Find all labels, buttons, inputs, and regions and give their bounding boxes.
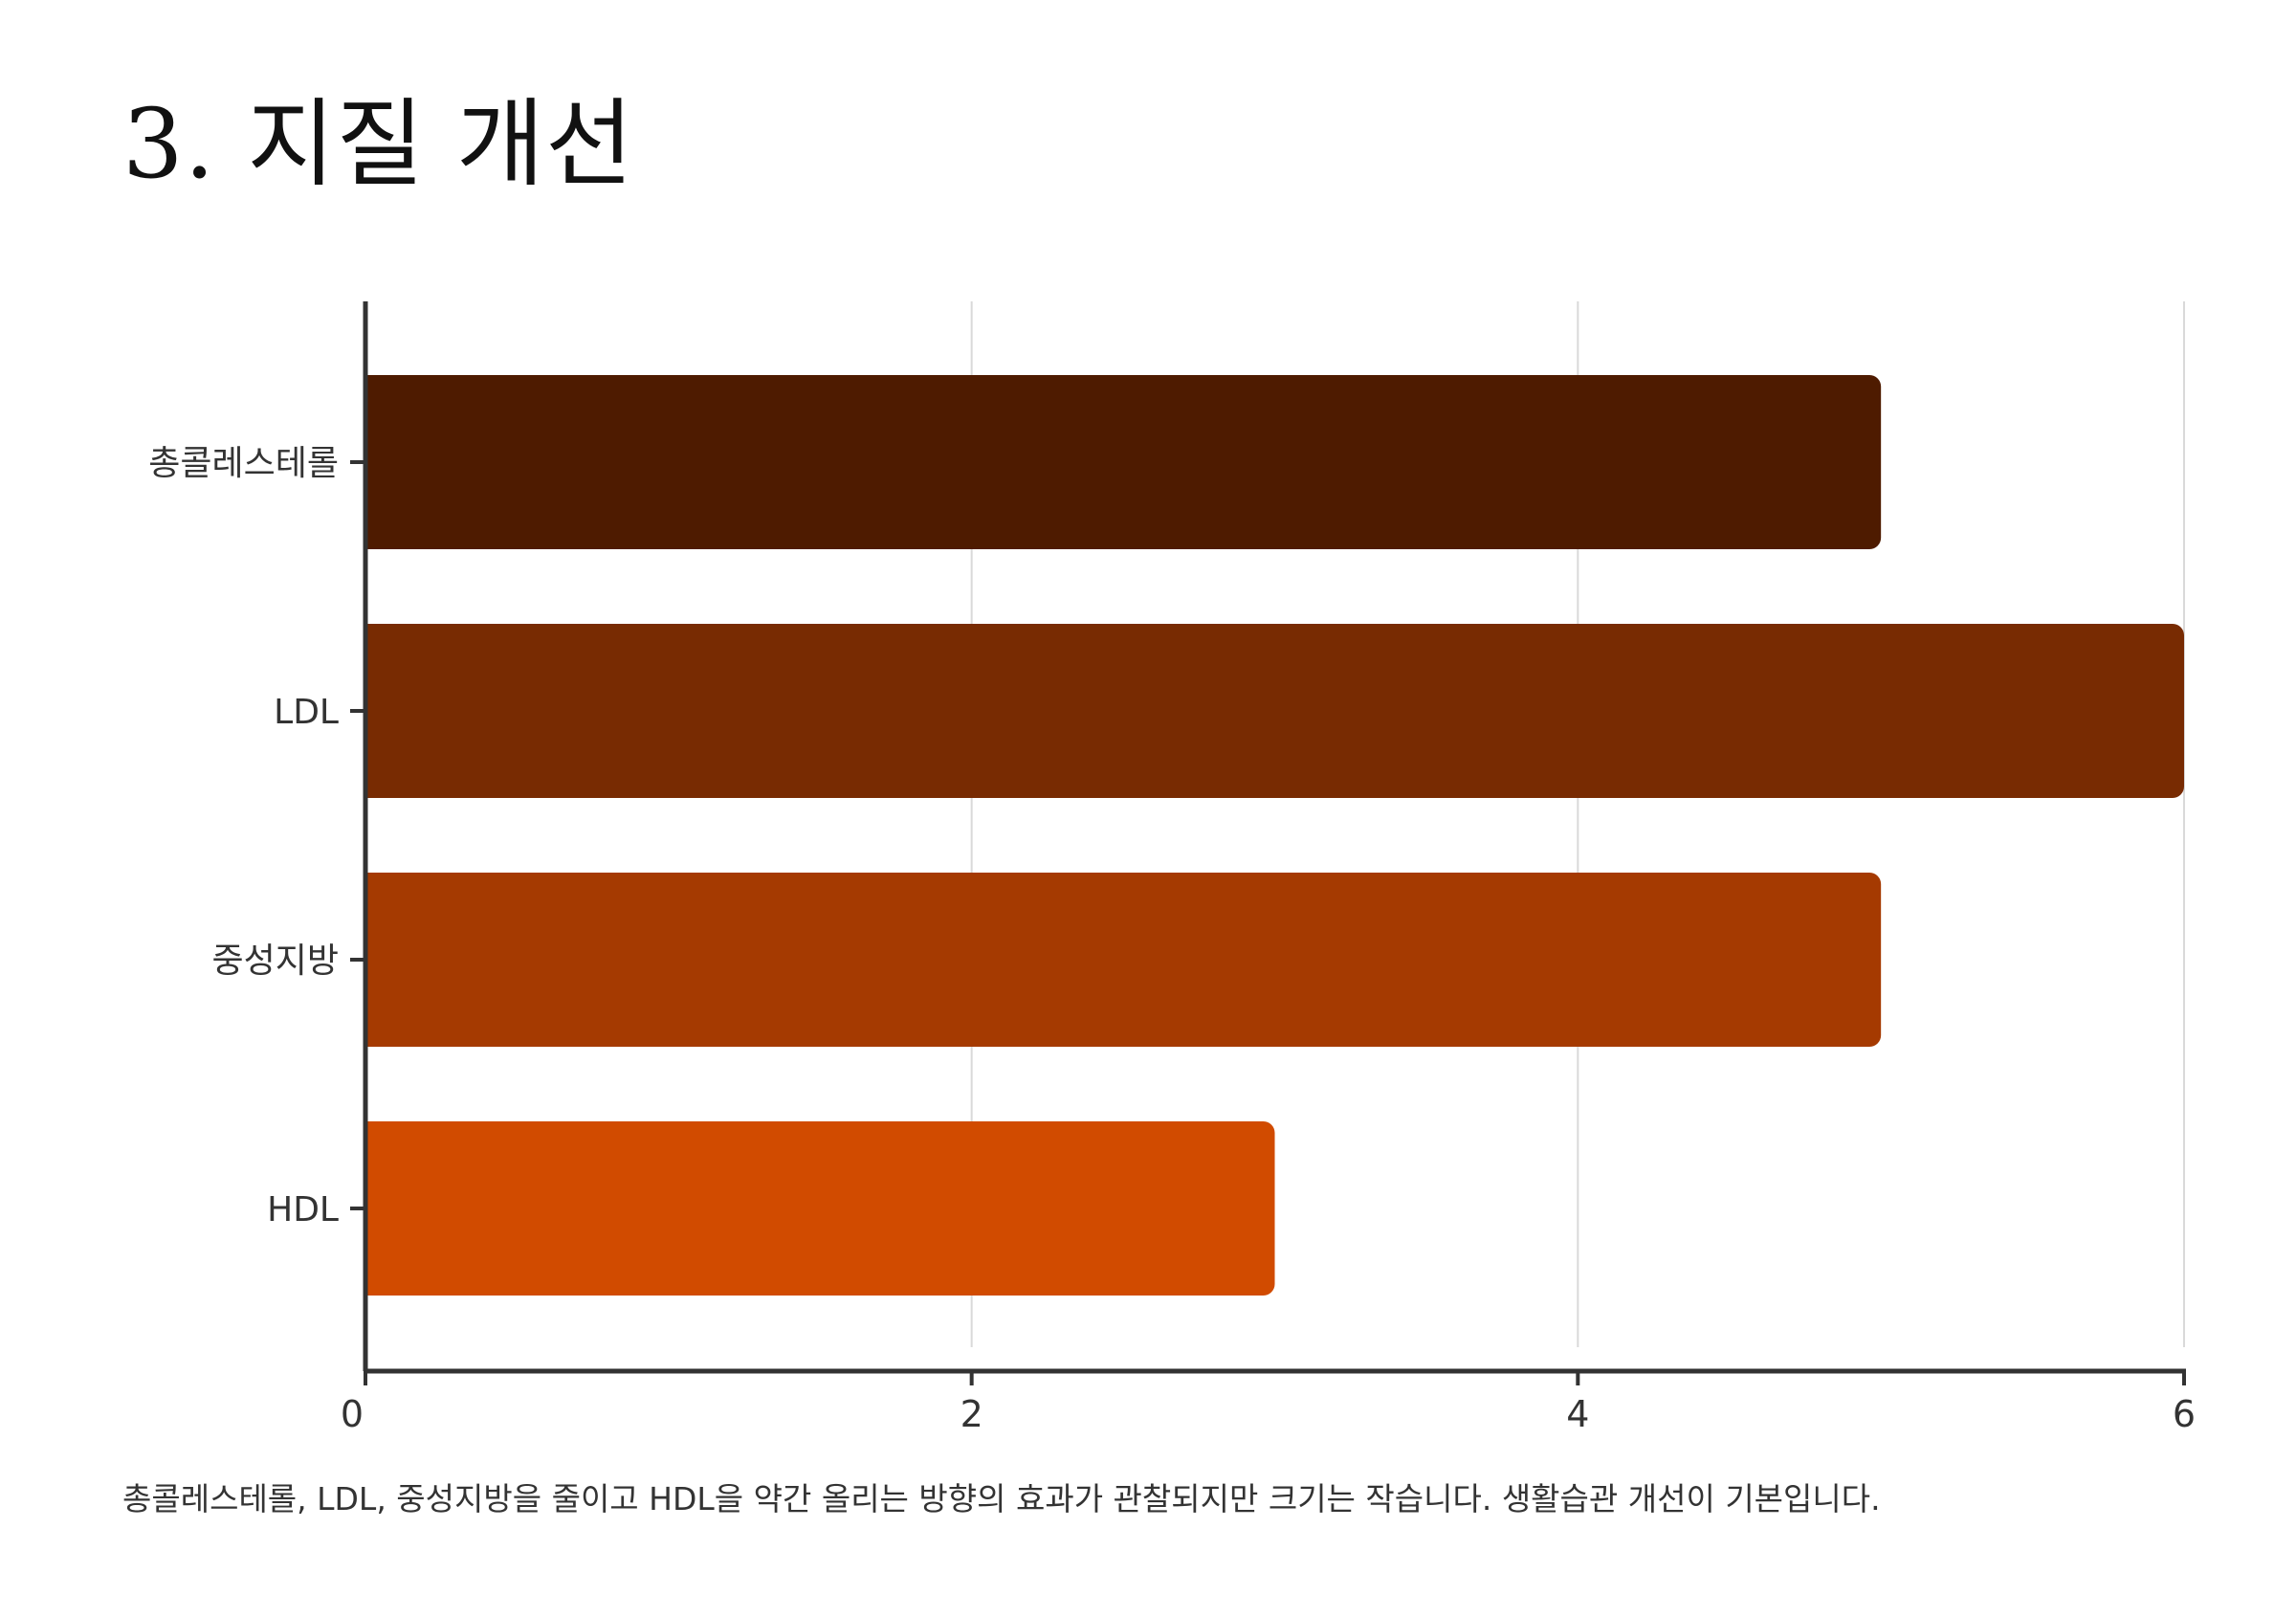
- bar-0: [365, 375, 1882, 549]
- bar-1: [365, 624, 2184, 798]
- chart-caption: 총콜레스테롤, LDL, 중성지방을 줄이고 HDL을 약간 올리는 방향의 효…: [122, 1480, 1881, 1517]
- bars: [365, 375, 2184, 1296]
- page-title: 3. 지질 개선: [122, 88, 634, 200]
- labels: 0 2 4 6 총콜레스테롤 LDL 중성지방 HDL: [148, 444, 2196, 1435]
- x-tick-label-2: 2: [960, 1393, 983, 1435]
- bar-0-base: [365, 375, 385, 549]
- bar-3-base: [365, 1121, 385, 1296]
- bar-3: [365, 1121, 1275, 1296]
- category-label-2: 중성지방: [212, 941, 339, 981]
- category-label-3: HDL: [267, 1190, 339, 1229]
- axes: [350, 301, 2186, 1385]
- bar-2: [365, 873, 1882, 1047]
- category-label-0: 총콜레스테롤: [148, 444, 339, 483]
- bar-1-base: [365, 624, 385, 798]
- x-tick-label-0: 0: [341, 1393, 364, 1435]
- bar-2-base: [365, 873, 385, 1047]
- x-tick-label-6: 6: [2173, 1393, 2196, 1435]
- x-tick-label-4: 4: [1566, 1393, 1589, 1435]
- category-label-1: LDL: [274, 693, 339, 732]
